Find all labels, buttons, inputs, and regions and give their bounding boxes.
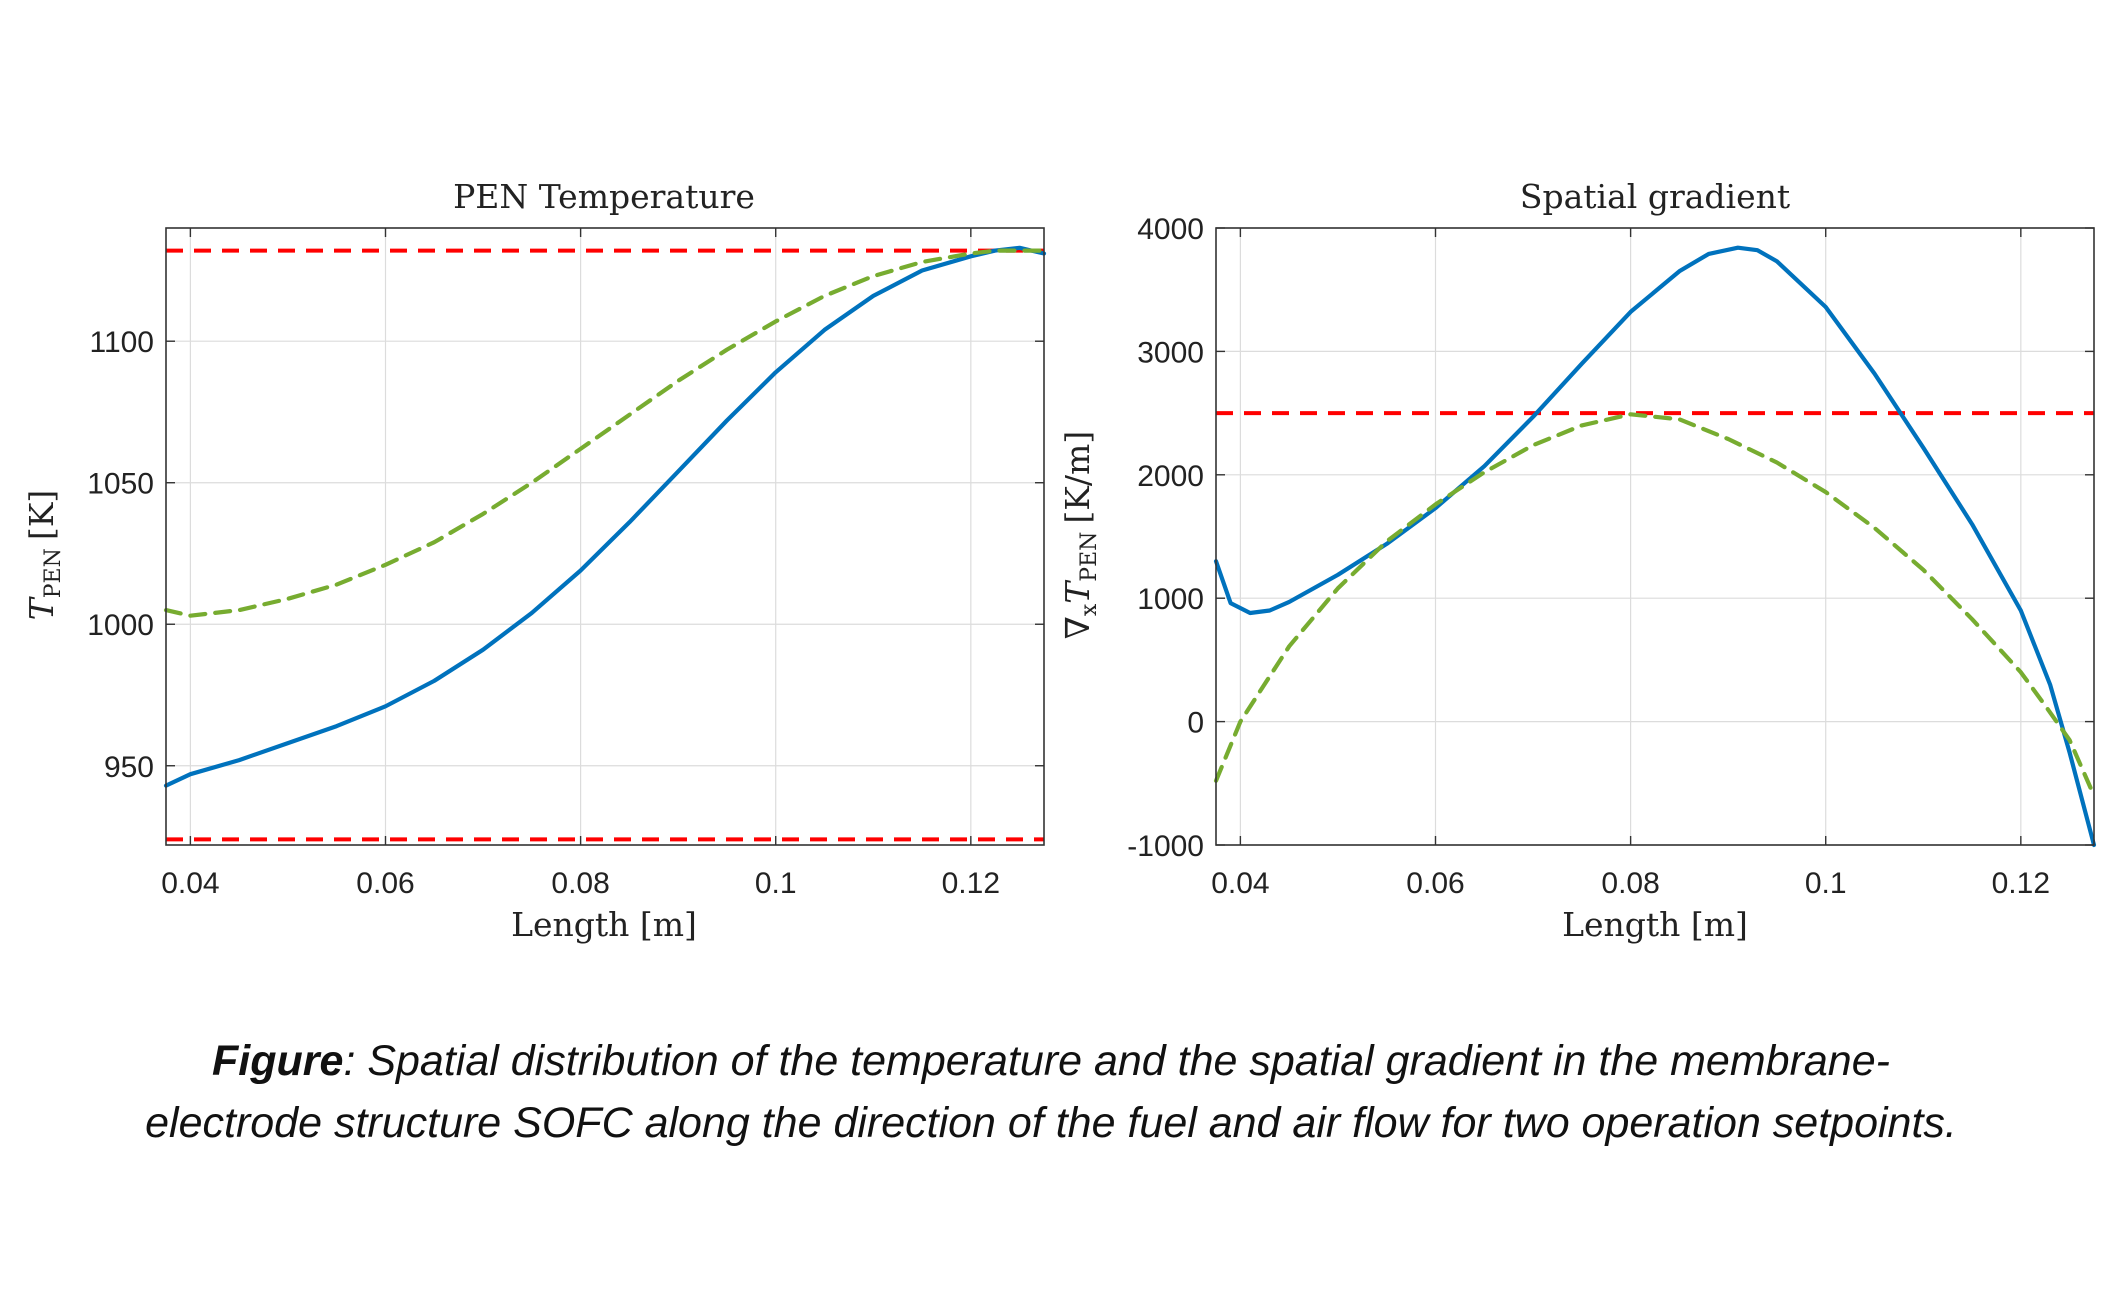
x-tick-label: 0.06 — [356, 867, 414, 900]
x-tick-label: 0.04 — [161, 867, 219, 900]
y-tick-label: 2000 — [1137, 460, 1204, 493]
svg-text:TPEN[K]: TPEN [K] — [22, 490, 66, 621]
chart-title: Spatial gradient — [1520, 177, 1790, 216]
y-tick-label: 1050 — [87, 468, 154, 501]
y-tick-label: 1000 — [1137, 583, 1204, 616]
y-tick-label: 950 — [104, 751, 154, 784]
y-tick-label: 4000 — [1137, 213, 1204, 246]
plot-frame — [165, 227, 1045, 846]
series-line-dashed-green — [1213, 412, 2097, 798]
y-axis-label-prefix-sub: x — [1077, 603, 1102, 616]
x-axis-label: Length [m] — [1562, 905, 1748, 944]
y-axis-label-main: T — [1058, 579, 1097, 604]
y-tick-label: -1000 — [1127, 830, 1204, 863]
y-tick-label: 1000 — [87, 609, 154, 642]
y-axis-label-sub: PEN — [41, 548, 66, 598]
x-tick-label: 0.12 — [1992, 867, 2050, 900]
x-tick-label: 0.08 — [1601, 867, 1659, 900]
y-axis-label-sub: PEN — [1077, 532, 1102, 582]
x-tick-label: 0.12 — [942, 867, 1000, 900]
y-tick-label: 0 — [1187, 707, 1204, 740]
x-tick-label: 0.1 — [1805, 867, 1847, 900]
figure-caption: Figure: Spatial distribution of the temp… — [0, 1030, 2102, 1154]
plot-frame — [1215, 227, 2095, 846]
x-tick-label: 0.04 — [1211, 867, 1269, 900]
x-tick-label: 0.1 — [755, 867, 797, 900]
chart-spatial-gradient: 0.04 0.06 0.08 0.1 0.12 -1000 0 1000 2000 3000 400… — [1058, 177, 2097, 944]
svg-text:∇xTPEN[K/m]: ∇xTPEN [K/m] — [1058, 431, 1102, 639]
x-tick-label: 0.06 — [1406, 867, 1464, 900]
chart-pen-temperature: 0.04 0.06 0.08 0.1 0.12 950 1000 1050 1100 PEN T… — [22, 177, 1047, 944]
y-axis-label: ∇xTPEN [K/m] — [1058, 431, 1102, 639]
x-axis-label: Length [m] — [511, 905, 697, 944]
x-tick-label: 0.08 — [551, 867, 609, 900]
y-tick-label: 1100 — [89, 326, 154, 359]
y-axis-label: TPEN [K] — [22, 490, 66, 621]
series-line-solid-blue — [163, 245, 1047, 788]
caption-text-1: : Spatial distribution of the temperatur… — [343, 1037, 1890, 1085]
y-axis-label-unit: [K] — [22, 490, 61, 540]
caption-line-1: Figure: Spatial distribution of the temp… — [0, 1030, 2102, 1092]
y-tick-label: 3000 — [1137, 336, 1204, 369]
chart-title: PEN Temperature — [453, 177, 755, 216]
caption-lead: Figure — [212, 1037, 344, 1085]
y-axis-label-main: T — [22, 595, 61, 620]
caption-line-2: electrode structure SOFC along the direc… — [145, 1099, 1957, 1147]
y-axis-label-prefix: ∇ — [1058, 616, 1097, 639]
series-line-solid-blue — [1213, 245, 2097, 848]
y-axis-label-unit: [K/m] — [1058, 431, 1097, 524]
figure-canvas: 0.04 0.06 0.08 0.1 0.12 950 1000 1050 1100 PEN T… — [22, 177, 2097, 944]
series-line-dashed-green — [163, 248, 1047, 618]
